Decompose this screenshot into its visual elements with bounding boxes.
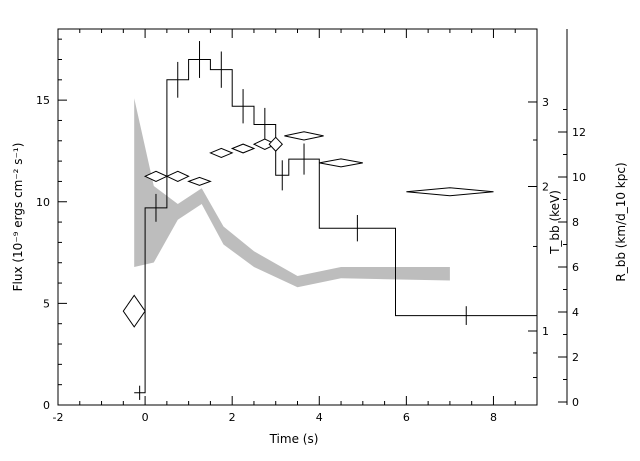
y-axis-label-radius: R_bb (km/d_10 kpc) <box>614 162 628 281</box>
radius-tick-label: 12 <box>572 126 586 139</box>
temperature-diamond <box>230 143 256 154</box>
radius-tick-label: 6 <box>572 261 579 274</box>
flux-histogram-layer <box>134 41 537 400</box>
temperature-diamond <box>268 136 283 152</box>
temperature-diamond <box>209 147 234 158</box>
flux-tick-label: 5 <box>43 297 50 310</box>
plot-frame <box>57 28 538 406</box>
temperature-tick-label: 3 <box>542 96 549 109</box>
y-axis-label-temperature: T_bb (keV) <box>548 190 562 255</box>
temperature-diamond <box>187 176 212 186</box>
temperature-diamond <box>406 187 494 197</box>
temperature-points-layer <box>122 131 494 328</box>
temperature-diamond <box>122 294 146 328</box>
x-tick-label: 0 <box>142 411 149 424</box>
temperature-diamond <box>165 170 190 182</box>
temperature-tick-label: 1 <box>542 325 549 338</box>
flux-tick-label: 10 <box>36 196 50 209</box>
axis-label-layer: Time (s) Flux (10⁻⁹ ergs cm⁻² s⁻¹) T_bb (… <box>11 143 628 446</box>
x-tick-label: 4 <box>316 411 323 424</box>
x-axis-label: Time (s) <box>269 432 319 446</box>
x-tick-label: -2 <box>53 411 64 424</box>
x-tick-label: 8 <box>490 411 497 424</box>
temperature-diamond <box>284 131 324 141</box>
radius-band-layer <box>134 98 450 288</box>
x-tick-label: 2 <box>229 411 236 424</box>
y-axis-label-flux: Flux (10⁻⁹ ergs cm⁻² s⁻¹) <box>11 143 25 292</box>
temperature-diamond <box>319 158 363 168</box>
x-tick-label: 6 <box>403 411 410 424</box>
radius-tick-label: 10 <box>572 171 586 184</box>
radius-tick-label: 2 <box>572 351 579 364</box>
flux-tick-label: 0 <box>43 399 50 412</box>
flux-tick-label: 15 <box>36 94 50 107</box>
flux-histogram-line <box>134 59 537 394</box>
radius-tick-label: 8 <box>572 216 579 229</box>
temperature-tick-label: 2 <box>542 181 549 194</box>
radius-band <box>134 98 450 288</box>
radius-tick-label: 4 <box>572 306 579 319</box>
radius-tick-label: 0 <box>572 396 579 409</box>
